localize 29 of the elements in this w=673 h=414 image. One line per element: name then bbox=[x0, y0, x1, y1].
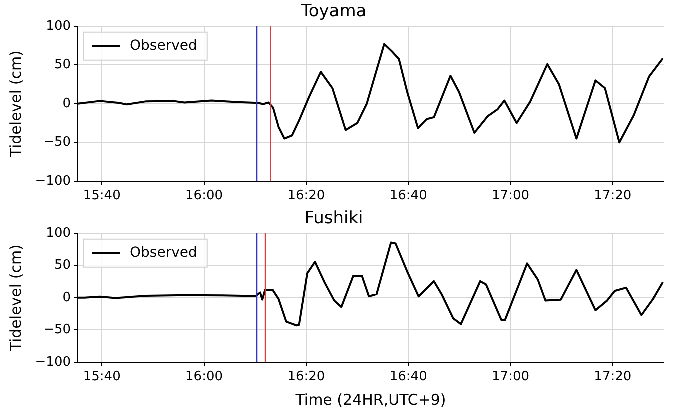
y-tick-label: 100 bbox=[46, 18, 71, 34]
x-axis-title: Time (24HR,UTC+9) bbox=[294, 390, 446, 409]
x-tick-label: 17:00 bbox=[492, 370, 530, 385]
y-tick-label: −50 bbox=[44, 322, 71, 338]
x-tick-label: 17:20 bbox=[594, 188, 632, 204]
x-tick-label: 17:20 bbox=[594, 370, 632, 385]
x-tick-label: 16:20 bbox=[288, 188, 326, 204]
y-tick-label: 0 bbox=[62, 96, 71, 112]
x-tick-label: 16:40 bbox=[390, 370, 428, 385]
y-tick-label: 50 bbox=[54, 258, 71, 274]
y-axis-title: Tidelevel (cm) bbox=[6, 244, 25, 352]
x-tick-label: 16:20 bbox=[288, 370, 326, 385]
chart-title: Toyama bbox=[300, 2, 367, 22]
chart-title: Fushiki bbox=[304, 208, 364, 229]
y-tick-label: −50 bbox=[44, 135, 71, 150]
y-tick-label: 100 bbox=[46, 226, 71, 241]
y-tick-label: 0 bbox=[62, 290, 71, 306]
x-tick-label: 17:00 bbox=[492, 188, 530, 204]
legend-label: Observed bbox=[130, 38, 198, 54]
y-tick-label: −100 bbox=[35, 354, 71, 370]
y-tick-label: 50 bbox=[54, 58, 71, 73]
x-tick-label: 16:00 bbox=[186, 370, 224, 385]
x-tick-label: 15:40 bbox=[83, 188, 121, 204]
y-axis-title: Tidelevel (cm) bbox=[6, 50, 25, 158]
x-tick-label: 15:40 bbox=[83, 370, 121, 385]
x-tick-label: 16:00 bbox=[186, 188, 224, 204]
x-tick-label: 16:40 bbox=[390, 188, 428, 204]
legend-label: Observed bbox=[130, 245, 198, 262]
y-tick-label: −100 bbox=[35, 174, 71, 189]
